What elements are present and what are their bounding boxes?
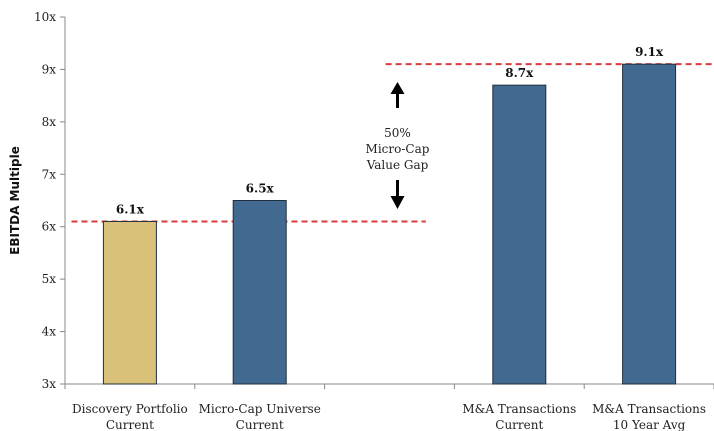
y-axis-title: EBITDA Multiple (8, 146, 22, 255)
category-label: Current (495, 418, 543, 431)
data-label: 6.1x (116, 202, 145, 216)
bar (232, 200, 287, 385)
y-tick-label: 7x (42, 167, 57, 181)
y-tick-label: 9x (42, 62, 57, 76)
annotation-text: 50% (384, 126, 411, 140)
category-label: M&A Transactions (462, 402, 576, 416)
category-label: 10 Year Avg (613, 418, 686, 431)
bar (622, 63, 677, 385)
bar (102, 220, 157, 385)
category-label: Micro-Cap Universe (199, 402, 321, 416)
category-label: Current (106, 418, 154, 431)
data-label: 9.1x (635, 45, 664, 59)
y-tick-label: 8x (42, 115, 57, 129)
annotation-text: Value Gap (366, 158, 429, 172)
annotation-arrow-down-head (390, 196, 405, 209)
y-tick-label: 10x (34, 10, 56, 24)
y-tick-label: 5x (42, 272, 57, 286)
annotation-text: Micro-Cap (366, 142, 430, 156)
bar (492, 84, 547, 385)
y-tick-label: 3x (42, 377, 57, 391)
data-label: 8.7x (505, 66, 534, 80)
y-tick-label: 4x (42, 325, 57, 339)
category-label: Current (236, 418, 284, 431)
annotation-arrow-up-head (390, 82, 405, 94)
category-label: M&A Transactions (592, 402, 706, 416)
data-label: 6.5x (246, 182, 275, 196)
category-label: Discovery Portfolio (72, 402, 188, 416)
y-tick-label: 6x (42, 220, 57, 234)
